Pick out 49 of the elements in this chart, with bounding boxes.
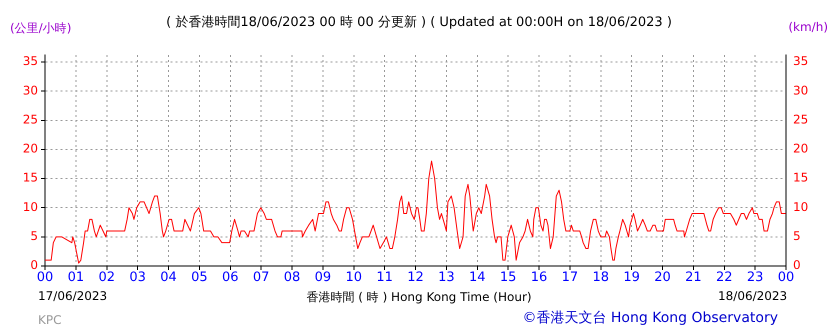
text: 17/06/2023: [38, 289, 108, 303]
x-axis-title: 香港時間 ( 時 ) Hong Kong Time (Hour): [306, 290, 532, 304]
y2-tick-label: 25: [793, 112, 808, 126]
x-tick-label: 01: [68, 270, 84, 286]
x-tick-label: 20: [654, 270, 671, 286]
y2-tick-label: 20: [793, 142, 808, 156]
text: ©香港天文台 Hong Kong Observatory: [522, 309, 778, 327]
x-tick-label: 19: [623, 270, 640, 286]
x-tick-label: 00: [778, 270, 794, 286]
x-tick-label: 12: [407, 270, 424, 286]
x-tick-label: 14: [468, 270, 486, 286]
text: 18/06/2023: [718, 289, 788, 303]
x-tick-label: 06: [222, 270, 239, 286]
x-tick-label: 05: [191, 270, 208, 286]
x-tick-label: 23: [746, 270, 764, 286]
y-tick-label: 35: [22, 54, 38, 68]
x-tick-label: 22: [716, 270, 733, 286]
y-tick-label: 5: [30, 228, 38, 243]
y2-tick-label: 10: [793, 200, 808, 214]
x-tick-label: 02: [98, 270, 116, 286]
x-tick-label: 17: [562, 270, 578, 286]
x-tick-label: 18: [592, 270, 610, 286]
x-tick-label: 04: [160, 270, 177, 286]
y-tick-label: 10: [22, 200, 38, 214]
chart-title: ( 於香港時間18/06/2023 00 時 00 分更新 ) ( Updated at 00:00H on 18/06/2023 ): [166, 15, 672, 30]
y2-axis-title: (km/h): [788, 20, 828, 34]
y2-tick-label: 15: [793, 170, 808, 185]
x-tick-label: 10: [345, 270, 362, 286]
x-tick-label: 21: [685, 270, 702, 286]
x-tick-label: 11: [376, 270, 393, 286]
x-tick-label: 13: [438, 270, 455, 286]
x-tick-label: 16: [530, 270, 548, 286]
x-tick-label: 00: [36, 270, 54, 286]
y-tick-label: 20: [22, 142, 38, 156]
y2-tick-label: 5: [793, 228, 801, 243]
y-tick-label: 0: [30, 258, 38, 272]
x-tick-label: 07: [252, 270, 270, 286]
x-tick-label: 03: [129, 270, 146, 286]
y-tick-label: 15: [22, 170, 38, 185]
x-tick-label: 08: [284, 270, 300, 286]
y2-tick-label: 30: [793, 83, 808, 98]
y-axis-title: (公里/小時): [10, 20, 72, 37]
y2-tick-label: 0: [793, 258, 801, 272]
x-tick-label: 15: [500, 270, 516, 286]
y2-tick-label: 35: [793, 54, 808, 68]
x-tick-label: 09: [314, 270, 332, 286]
y-tick-label: 25: [22, 112, 38, 126]
text: KPC: [38, 313, 62, 327]
y-tick-label: 30: [22, 83, 38, 98]
